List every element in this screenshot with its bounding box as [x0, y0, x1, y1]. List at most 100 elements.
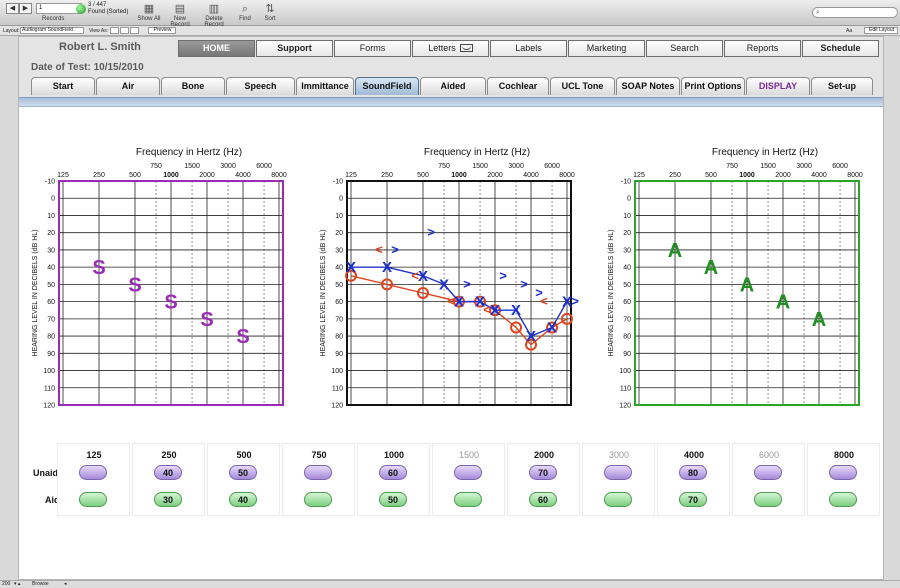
left-freq-tick: 4000: [235, 172, 251, 179]
middle-chart-title: Frequency in Hertz (Hz): [423, 147, 531, 158]
bone-masked-left-marker: >: [535, 285, 543, 300]
aided-value-button[interactable]: 70: [679, 492, 707, 507]
bone-masked-right-marker: <: [540, 294, 548, 309]
found-count: 3 / 447: [88, 2, 107, 8]
right-db-tick: 110: [620, 385, 631, 392]
view-as-form-icon[interactable]: [110, 27, 119, 34]
table-frequency-header: 500: [236, 450, 252, 460]
aided-a-marker: A: [776, 292, 790, 314]
unaided-value-button[interactable]: 40: [154, 465, 182, 480]
right-db-tick: 50: [623, 282, 631, 289]
right-ear-o-marker: [417, 287, 429, 299]
left-db-tick: 50: [47, 282, 55, 289]
aided-value-button[interactable]: 60: [529, 492, 557, 507]
nav-tab-marketing[interactable]: Marketing: [568, 40, 645, 57]
aided-value-button[interactable]: [304, 492, 332, 507]
tab-print-options[interactable]: Print Options: [681, 77, 745, 95]
tab-start[interactable]: Start: [31, 77, 95, 95]
aided-value-button[interactable]: [604, 492, 632, 507]
middle-db-tick: 110: [332, 385, 343, 392]
new-record-button[interactable]: ▤ New Record: [164, 3, 196, 28]
nav-tab-forms[interactable]: Forms: [334, 40, 411, 57]
layout-bar: Layout: Audiogram SoundField View As: Pr…: [0, 26, 900, 36]
nav-tab-reports[interactable]: Reports: [724, 40, 801, 57]
show-all-button[interactable]: ▦ Show All: [136, 3, 162, 22]
zoom-level[interactable]: 200: [2, 581, 11, 587]
unaided-value-button[interactable]: [454, 465, 482, 480]
nav-tab-schedule[interactable]: Schedule: [802, 40, 879, 57]
audiogram-window: Robert L. Smith HOME Support Forms Lette…: [18, 36, 884, 580]
left-y-axis-label: HEARING LEVEL IN DECIBELS (dB HL): [32, 230, 39, 357]
right-freq-tick: 1000: [739, 172, 755, 179]
aided-value-button[interactable]: 30: [154, 492, 182, 507]
unaided-value-button[interactable]: 50: [229, 465, 257, 480]
table-frequency-header: 250: [161, 450, 177, 460]
bone-masked-left-marker: >: [499, 268, 507, 283]
edit-layout-button[interactable]: Edit Layout: [864, 27, 898, 34]
layout-select[interactable]: Audiogram SoundField: [20, 27, 84, 34]
tab-soundfield[interactable]: SoundField: [355, 77, 419, 95]
view-as-list-icon[interactable]: [120, 27, 129, 34]
tab-immittance[interactable]: Immittance: [296, 77, 354, 95]
left-freq-tick: 2000: [199, 172, 215, 179]
right-db-tick: 120: [619, 403, 631, 410]
left-chart-frame: [58, 180, 284, 406]
middle-freq-tick: 250: [381, 172, 393, 179]
tab-ucl-tone[interactable]: UCL Tone: [550, 77, 615, 95]
aided-value-button[interactable]: 40: [229, 492, 257, 507]
aided-value-button[interactable]: [829, 492, 857, 507]
left-chart-title: Frequency in Hertz (Hz): [135, 147, 243, 158]
aided-a-marker: A: [740, 274, 754, 296]
left-freq-tick: 1000: [163, 172, 179, 179]
zoom-controls-icon[interactable]: ▾ ▴: [14, 581, 21, 587]
aided-value-button[interactable]: 50: [379, 492, 407, 507]
tab-air[interactable]: Air: [96, 77, 160, 95]
nav-tab-search[interactable]: Search: [646, 40, 723, 57]
unaided-value-button[interactable]: [754, 465, 782, 480]
middle-y-axis-label: HEARING LEVEL IN DECIBELS (dB HL): [320, 230, 327, 357]
unaided-value-button[interactable]: [829, 465, 857, 480]
find-button[interactable]: ⌕ Find: [236, 3, 254, 22]
tab-cochlear[interactable]: Cochlear: [487, 77, 549, 95]
tab-soap-notes[interactable]: SOAP Notes: [616, 77, 680, 95]
nav-tab-letters[interactable]: Letters: [412, 40, 489, 57]
middle-db-tick: 100: [331, 368, 343, 375]
quick-find-input[interactable]: ⌕: [812, 7, 898, 18]
tab-bone[interactable]: Bone: [161, 77, 225, 95]
right-freq-tick-upper: 1500: [760, 163, 776, 170]
left-freq-tick: 250: [93, 172, 105, 179]
unaided-value-button[interactable]: 80: [679, 465, 707, 480]
aided-value-button[interactable]: [79, 492, 107, 507]
records-label: Records: [42, 16, 65, 22]
mode-indicator[interactable]: Browse: [32, 581, 49, 587]
nav-tab-labels[interactable]: Labels: [490, 40, 567, 57]
aided-value-button[interactable]: [454, 492, 482, 507]
next-record-icon[interactable]: ▶: [19, 3, 32, 14]
middle-db-tick: 20: [335, 230, 343, 237]
tab-speech[interactable]: Speech: [226, 77, 295, 95]
unaided-value-button[interactable]: [604, 465, 632, 480]
text-format-icon[interactable]: Aa: [846, 28, 853, 34]
tab-set-up[interactable]: Set-up: [811, 77, 873, 95]
unaided-value-button[interactable]: 70: [529, 465, 557, 480]
unaided-value-button[interactable]: [79, 465, 107, 480]
middle-freq-tick-upper: 3000: [508, 163, 524, 170]
left-db-tick: 70: [47, 316, 55, 323]
bone-masked-left-marker: >: [463, 276, 471, 291]
preview-button[interactable]: Preview: [148, 27, 176, 34]
middle-db-tick: 60: [335, 299, 343, 306]
sort-button[interactable]: ⇅ Sort: [262, 3, 278, 22]
delete-record-button[interactable]: ▥ Delete Record: [196, 3, 232, 28]
aided-value-button[interactable]: [754, 492, 782, 507]
scroll-arrow-icon[interactable]: ◂: [64, 581, 67, 587]
right-db-tick: 40: [623, 265, 631, 272]
unaided-value-button[interactable]: 60: [379, 465, 407, 480]
previous-record-icon[interactable]: ◀: [6, 3, 19, 14]
left-freq-tick-upper: 750: [150, 163, 162, 170]
tab-aided[interactable]: Aided: [420, 77, 486, 95]
view-as-table-icon[interactable]: [130, 27, 139, 34]
nav-tab-home[interactable]: HOME: [178, 40, 255, 57]
unaided-value-button[interactable]: [304, 465, 332, 480]
nav-tab-support[interactable]: Support: [256, 40, 333, 57]
tab-display[interactable]: DISPLAY: [746, 77, 810, 95]
